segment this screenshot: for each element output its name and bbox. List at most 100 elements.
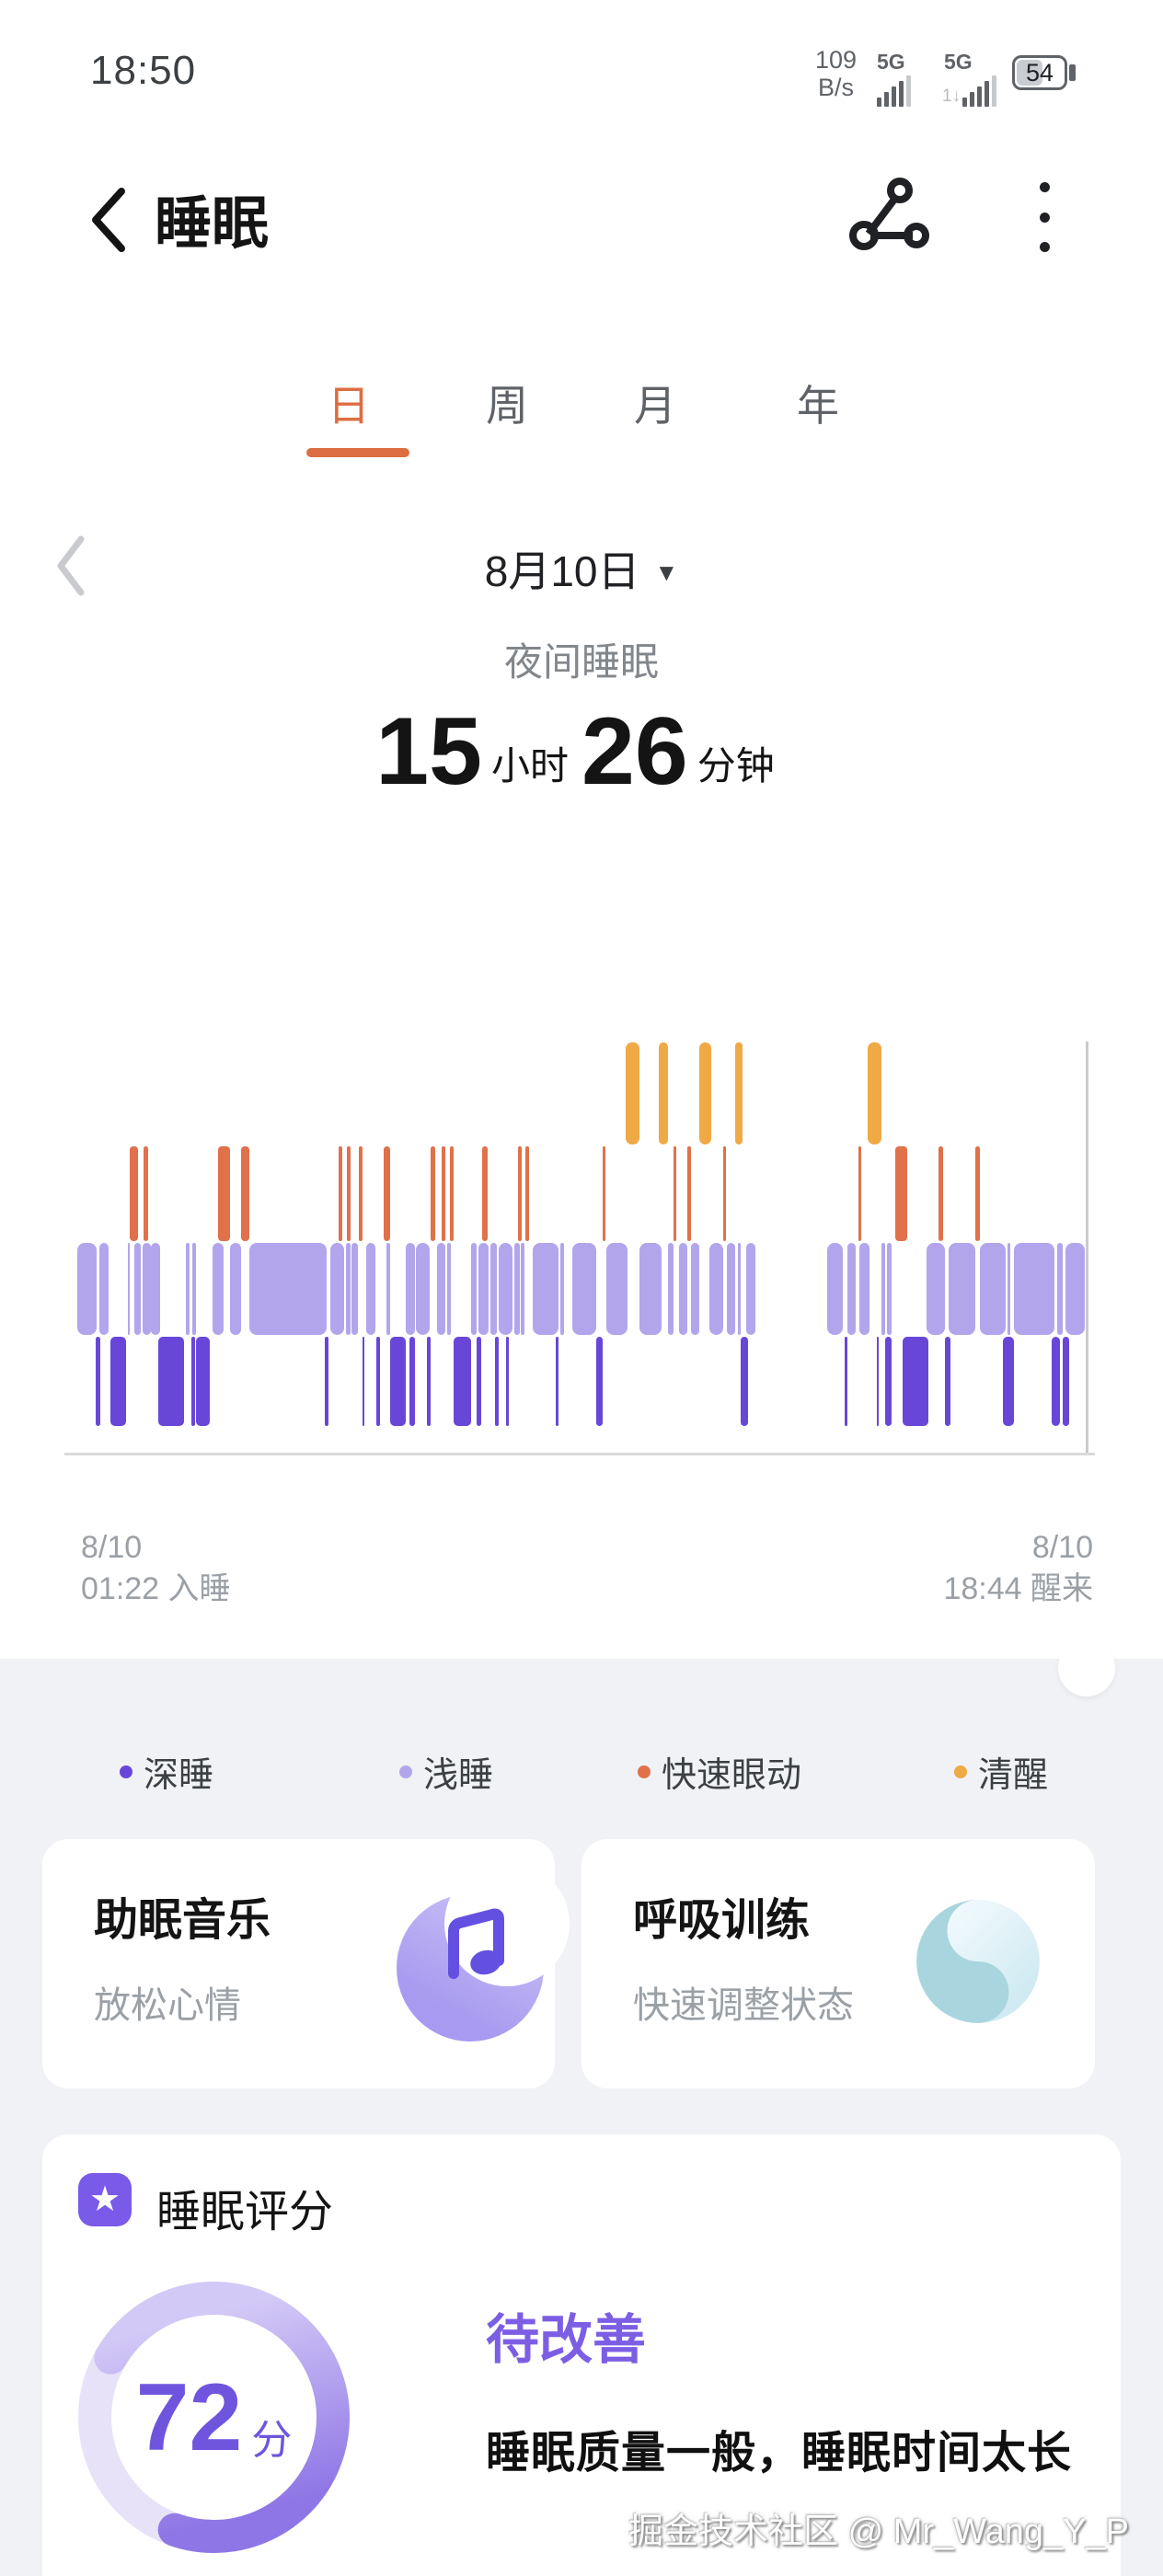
breathing-swirl-icon [913,1896,1043,2027]
sleep-segment-light [499,1243,512,1335]
sleep-segment-light [560,1243,564,1335]
battery-level: 54 [1025,58,1054,86]
sleep-segment-deep [376,1337,380,1426]
sleep-segment-deep [454,1337,472,1426]
sleep-segment-light [859,1243,870,1335]
sleep-segment-rem [938,1146,943,1241]
sleep-segment-light [345,1243,351,1335]
sleep-segment-deep [96,1337,100,1426]
card-title: 呼吸训练 [633,1896,811,1945]
sleep-segment-awake [699,1042,712,1144]
tab-day[interactable]: 日 [328,382,370,430]
share-icon[interactable] [848,177,933,254]
sleep-segment-rem [518,1146,522,1241]
sleep-segment-light [248,1243,327,1335]
sleep-segment-deep [476,1337,482,1426]
sleep-segment-rem [603,1146,606,1241]
previous-day-chevron[interactable] [53,534,86,598]
sleep-segment-deep [325,1337,328,1426]
sleep-segment-light [887,1243,892,1335]
tab-year[interactable]: 年 [797,382,839,430]
rem-dot-icon [638,1765,651,1778]
date-label: 8月10日 [484,547,640,595]
music-moon-icon [397,1861,570,2041]
sleep-segment-deep [944,1337,950,1426]
score-description: 睡眠质量一般，睡眠时间太长 [486,2429,1073,2478]
sleep-segment-light [606,1243,628,1335]
dropdown-triangle-icon: ▼ [654,558,679,586]
card-title: 助眠音乐 [94,1896,271,1945]
score-ring: 72 分 [77,2282,350,2553]
sleep-segment-light [142,1243,151,1335]
sleep-segment-light [150,1243,160,1335]
sleep-segment-rem [441,1146,446,1241]
legend-item-light: 浅睡 [399,1746,493,1797]
sleep-segment-light [513,1243,520,1335]
sleep-segment-rem [449,1146,455,1241]
sleep-segment-rem [240,1146,249,1241]
sleep-segment-light [212,1243,224,1335]
sleep-segment-light [826,1243,844,1335]
sleep-segment-deep [158,1337,185,1426]
sleep-segment-deep [844,1337,847,1426]
sleep-segment-light [639,1243,662,1335]
sleep-segment-rem [384,1146,390,1241]
sleep-segment-light [366,1243,376,1335]
date-selector[interactable]: 8月10日 ▼ [0,538,1163,599]
tab-week[interactable]: 周 [486,382,528,430]
sleep-segment-light [490,1243,497,1335]
sleep-segment-light [926,1243,945,1335]
sleep-music-card[interactable]: 助眠音乐 放松心情 [42,1839,570,2088]
sleep-segment-light [746,1243,756,1335]
sleep-segment-light [1056,1243,1064,1335]
sleep-segment-awake [868,1042,881,1144]
active-tab-underline [306,448,409,457]
tab-month[interactable]: 月 [634,382,676,430]
sleep-segment-light [709,1243,723,1335]
sleep-segment-light [881,1243,886,1335]
duration-hours-unit: 小时 [490,744,569,788]
sleep-segment-deep [1063,1337,1070,1426]
sleep-stage-chart[interactable] [58,1042,1086,1454]
score-rating: 待改善 [486,2310,647,2370]
sleep-segment-light [192,1243,196,1335]
sleep-segment-deep [885,1337,892,1426]
back-button[interactable] [86,186,129,254]
sleep-segment-rem [525,1146,529,1241]
sleep-segment-light [437,1243,446,1335]
sleep-segment-deep [427,1337,432,1426]
sleep-segment-deep [389,1337,406,1426]
sleep-segment-deep [555,1337,558,1426]
sleep-segment-awake [625,1042,640,1144]
sleep-segment-light [229,1243,241,1335]
sleep-segment-light [471,1243,477,1335]
sleep-segment-rem [359,1146,363,1241]
more-menu-icon[interactable] [1038,182,1051,252]
sleep-segment-rem [674,1146,677,1241]
score-card-title: 睡眠评分 [156,2188,334,2237]
sleep-segment-rem [431,1146,435,1241]
sleep-segment-light [386,1243,390,1335]
sleep-segment-deep [1052,1337,1061,1426]
sleep-score-card[interactable]: ★ 睡眠评分 72 分 待改善 睡眠质量一般，睡眠时间太长 [42,2134,1121,2576]
sleep-segment-deep [494,1337,500,1426]
light-sleep-dot-icon [399,1765,412,1778]
sleep-segment-deep [877,1337,880,1426]
legend-item-awake: 清醒 [954,1746,1048,1797]
breathing-training-card[interactable]: 呼吸训练 快速调整状态 [582,1839,1095,2088]
legend-item-rem: 快速眼动 [638,1746,801,1797]
sleep-segment-deep [191,1337,195,1426]
sleep-segment-deep [409,1337,415,1426]
sleep-segment-light [1065,1243,1085,1335]
sleep-segment-light [77,1243,98,1335]
sleep-segment-light [668,1243,674,1335]
battery-fill [1017,60,1043,86]
duration-hours: 15 [375,698,482,805]
signal-icon-sim1: 5G [877,52,911,107]
network-speed: 109 B/s [815,46,857,101]
sleep-segment-light [1013,1243,1055,1335]
card-subtitle: 快速调整状态 [633,1985,854,2026]
sleep-segment-light [738,1243,741,1335]
sleep-segment-light [330,1243,344,1335]
